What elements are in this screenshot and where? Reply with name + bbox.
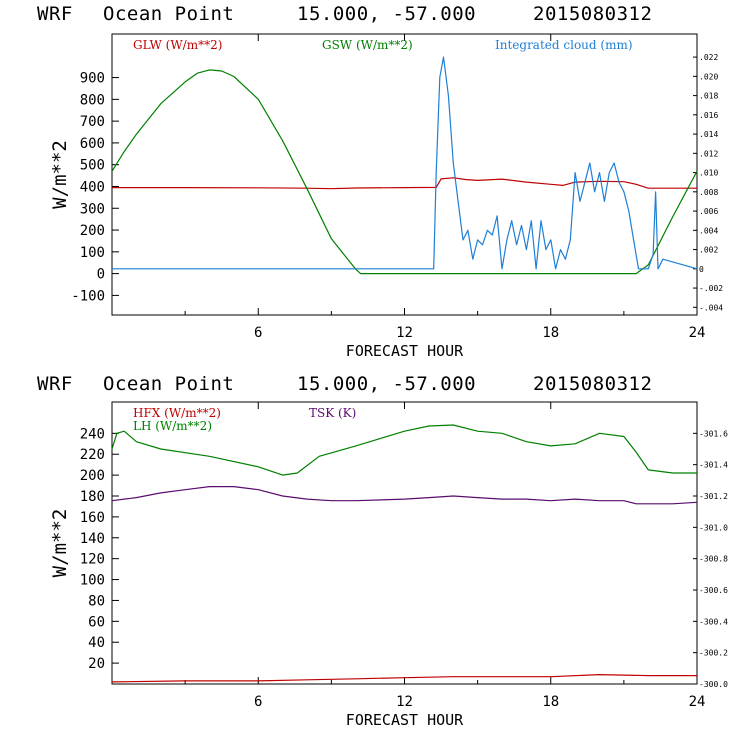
- y2-tick-label: -301.6: [699, 429, 728, 438]
- y-tick-label: 120: [80, 552, 105, 568]
- series-line-integrated: [112, 56, 698, 270]
- legend-entry-tsk: TSK (K): [309, 406, 356, 420]
- y2-tick-label: .012: [699, 149, 718, 158]
- y-tick-label: 400: [80, 179, 105, 195]
- y-tick-label: -100: [71, 288, 105, 304]
- y-axis-label: W/m**2: [49, 140, 71, 209]
- y-tick-label: 60: [88, 614, 105, 630]
- y2-tick-label: .022: [699, 53, 718, 62]
- y2-tick-label: .002: [699, 246, 718, 255]
- chart-title-coords: 15.000, -57.000: [297, 373, 476, 395]
- y-tick-label: 200: [80, 468, 105, 484]
- series-line-hfx: [111, 673, 697, 683]
- y2-tick-label: -.002: [699, 284, 723, 293]
- y2-tick-label: -300.4: [699, 617, 728, 626]
- chart-title-init-time: 2015080312: [533, 3, 652, 25]
- y-tick-label: 300: [80, 201, 105, 217]
- y2-tick-label: .016: [699, 111, 718, 120]
- y-tick-label: 220: [80, 447, 105, 463]
- y-tick-label: 700: [80, 114, 105, 130]
- y2-tick-label: -301.0: [699, 523, 728, 532]
- legend-entry-hfx: HFX (W/m**2): [133, 406, 221, 420]
- y2-tick-label: .010: [699, 169, 718, 178]
- y-tick-label: 100: [80, 245, 105, 261]
- y2-tick-label: -.004: [699, 303, 723, 312]
- chart-panel-1: WRF Ocean Point 15.000, -57.000 2015080312 6…: [37, 3, 723, 360]
- x-tick-label: 6: [254, 694, 262, 710]
- y-tick-label: 600: [80, 136, 105, 152]
- y-tick-label: 20: [88, 656, 105, 672]
- x-tick-label: 12: [396, 694, 413, 710]
- x-axis-label: FORECAST HOUR: [346, 342, 464, 360]
- series-line-gsw: [111, 69, 698, 275]
- x-tick-label: 12: [396, 325, 413, 341]
- x-tick-label: 24: [689, 325, 706, 341]
- y2-tick-label: -300.6: [699, 586, 728, 595]
- y-tick-label: 900: [80, 71, 105, 87]
- series-line-lh: [111, 424, 697, 476]
- y-tick-label: 200: [80, 223, 105, 239]
- chart-title-coords: 15.000, -57.000: [297, 3, 476, 25]
- y2-tick-label: .020: [699, 72, 718, 81]
- y2-tick-label: 0: [699, 265, 704, 274]
- legend-entry-integrated: Integrated cloud (mm): [495, 38, 633, 52]
- chart-panel-2: WRF Ocean Point 15.000, -57.000 2015080312 6…: [37, 373, 728, 729]
- y-tick-label: 500: [80, 158, 105, 174]
- y2-tick-label: .014: [699, 130, 718, 139]
- chart-title-model: WRF: [37, 373, 73, 395]
- x-tick-label: 6: [254, 325, 262, 341]
- chart-title-location: Ocean Point: [103, 373, 234, 395]
- y2-tick-label: .018: [699, 92, 718, 101]
- x-tick-label: 18: [542, 325, 559, 341]
- plot-frame: [111, 401, 698, 685]
- series-line-glw: [112, 177, 697, 190]
- y-tick-label: 800: [80, 92, 105, 108]
- x-tick-label: 24: [689, 694, 706, 710]
- y2-tick-label: -300.8: [699, 555, 728, 564]
- legend-entry-glw: GLW (W/m**2): [133, 38, 222, 52]
- y2-tick-label: -301.4: [699, 461, 728, 470]
- y-tick-label: 80: [88, 593, 105, 609]
- y-axis-label: W/m**2: [49, 509, 71, 578]
- y-tick-label: 100: [80, 573, 105, 589]
- chart-title-model: WRF: [37, 3, 73, 25]
- y2-tick-label: .006: [699, 207, 718, 216]
- x-tick-label: 18: [542, 694, 559, 710]
- y2-tick-label: -301.2: [699, 492, 728, 501]
- series-line-tsk: [111, 486, 698, 505]
- y-tick-label: 180: [80, 489, 105, 505]
- legend-entry-lh: LH (W/m**2): [133, 419, 212, 433]
- y2-tick-label: -300.0: [699, 680, 728, 689]
- y2-tick-label: -300.2: [699, 649, 728, 658]
- chart-title-init-time: 2015080312: [533, 373, 652, 395]
- y-tick-label: 240: [80, 426, 105, 442]
- y-tick-label: 40: [88, 635, 105, 651]
- y2-tick-label: .008: [699, 188, 718, 197]
- y-tick-label: 160: [80, 510, 105, 526]
- legend-entry-gsw: GSW (W/m**2): [322, 38, 413, 52]
- y2-tick-label: .004: [699, 226, 718, 235]
- chart-title-location: Ocean Point: [103, 3, 234, 25]
- x-axis-label: FORECAST HOUR: [346, 711, 464, 729]
- y-tick-label: 140: [80, 531, 105, 547]
- y-tick-label: 0: [97, 267, 105, 283]
